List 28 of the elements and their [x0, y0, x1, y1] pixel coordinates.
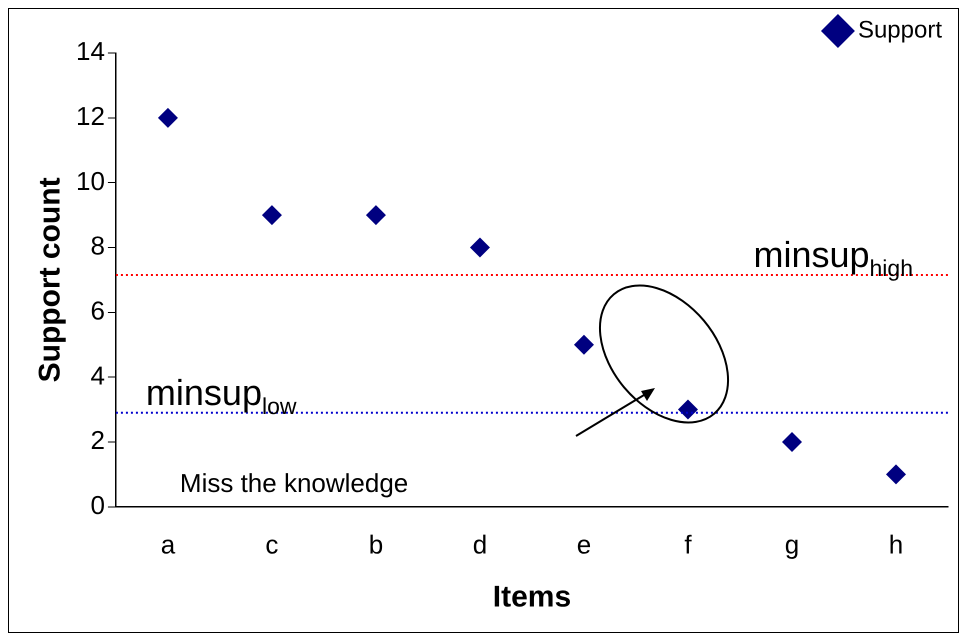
point	[782, 432, 802, 452]
legend-label: Support	[858, 16, 942, 44]
point	[886, 464, 906, 484]
y-tick-label: 2	[90, 425, 105, 456]
x-tick-label: a	[160, 530, 176, 560]
x-tick-label: c	[265, 530, 278, 560]
y-tick-label: 4	[90, 360, 105, 390]
x-tick-label: f	[684, 530, 692, 560]
x-tick-label: g	[784, 530, 800, 560]
y-axis-title: Support count	[33, 177, 66, 382]
annotation: Miss the knowledge	[180, 468, 408, 498]
point	[262, 205, 282, 226]
point	[366, 205, 386, 226]
y-tick-label: 8	[90, 230, 105, 261]
y-tick-label: 6	[90, 295, 105, 326]
point	[574, 334, 594, 355]
y-tick-label: 14	[76, 36, 105, 66]
point	[678, 400, 698, 420]
y-tick-label: 10	[76, 166, 105, 196]
x-tick-label: h	[888, 530, 904, 560]
y-tick-label: 0	[90, 490, 105, 520]
x-tick-label: b	[368, 530, 384, 560]
point	[470, 237, 490, 258]
y-tick-label: 12	[76, 101, 105, 131]
x-tick-label: e	[576, 530, 592, 560]
point	[158, 108, 178, 128]
x-axis-title: Items	[492, 580, 572, 614]
x-tick-label: d	[472, 530, 488, 560]
